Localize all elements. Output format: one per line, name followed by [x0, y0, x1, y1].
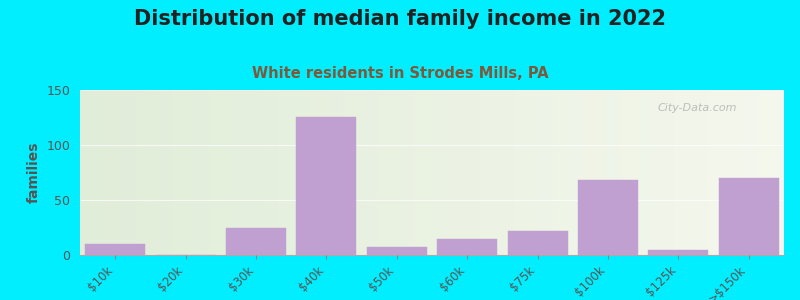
- Bar: [226, 227, 286, 255]
- Text: City-Data.com: City-Data.com: [658, 103, 737, 113]
- Bar: [438, 238, 497, 255]
- Text: White residents in Strodes Mills, PA: White residents in Strodes Mills, PA: [252, 66, 548, 81]
- Text: Distribution of median family income in 2022: Distribution of median family income in …: [134, 9, 666, 29]
- Bar: [297, 118, 356, 255]
- Bar: [578, 180, 638, 255]
- Bar: [367, 247, 426, 255]
- Bar: [508, 231, 567, 255]
- Bar: [86, 244, 145, 255]
- Bar: [719, 178, 778, 255]
- Bar: [649, 250, 708, 255]
- Y-axis label: families: families: [27, 142, 41, 203]
